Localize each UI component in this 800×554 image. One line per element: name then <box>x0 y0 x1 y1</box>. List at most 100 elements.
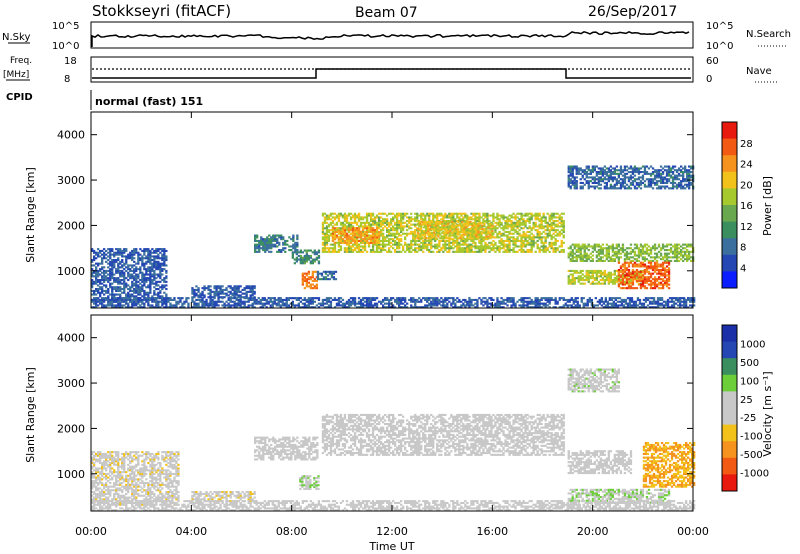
power-cell <box>424 214 427 217</box>
power-cell <box>165 271 168 274</box>
power-cell <box>475 224 478 227</box>
power-cell <box>625 287 629 290</box>
power-cell <box>117 297 120 300</box>
power-cell <box>601 171 604 174</box>
power-cell <box>159 266 162 269</box>
power-cell <box>579 185 582 188</box>
power-cell <box>109 300 112 303</box>
power-cell <box>121 291 124 294</box>
power-cell <box>235 287 238 290</box>
power-cell <box>113 293 116 296</box>
power-cell <box>296 236 299 239</box>
power-cell <box>353 249 357 252</box>
power-cell <box>133 302 136 305</box>
power-cell <box>225 304 228 307</box>
power-cell <box>410 241 413 244</box>
power-cell <box>548 214 551 217</box>
power-cell <box>587 181 590 184</box>
power-cell <box>355 223 359 226</box>
power-cell <box>121 282 124 285</box>
power-cell <box>113 300 116 303</box>
power-cell <box>153 298 156 301</box>
power-cell <box>675 178 679 181</box>
power-cell <box>249 304 252 307</box>
power-cell <box>262 238 265 241</box>
power-cell <box>426 249 429 252</box>
power-cell <box>556 220 559 223</box>
power-cell <box>256 239 259 242</box>
power-cell <box>131 302 134 305</box>
power-cell <box>392 232 395 235</box>
power-cell <box>621 183 625 186</box>
power-cell <box>131 298 134 301</box>
power-cell <box>335 241 339 244</box>
power-cell <box>331 212 335 215</box>
power-cell <box>398 223 401 226</box>
power-cell <box>585 258 588 261</box>
power-cell <box>161 284 164 287</box>
power-cell <box>661 167 665 170</box>
power-cell <box>659 249 663 252</box>
power-cell <box>149 286 152 289</box>
power-cell <box>303 276 306 279</box>
power-cell <box>430 243 433 246</box>
power-cell <box>571 183 574 186</box>
power-cell <box>97 284 100 287</box>
power-cell <box>625 247 629 250</box>
power-cell <box>562 212 565 215</box>
power-cell <box>131 275 134 278</box>
power-cell <box>341 229 345 232</box>
power-cell <box>143 262 146 265</box>
power-cell <box>161 249 164 252</box>
power-cell <box>558 216 561 219</box>
power-cell <box>625 272 629 275</box>
power-cell <box>417 228 420 231</box>
power-cell <box>595 250 598 253</box>
power-cell <box>145 291 148 294</box>
power-cell <box>684 187 687 190</box>
power-cell <box>556 223 559 226</box>
power-cell <box>147 253 150 256</box>
power-cell <box>627 185 631 188</box>
power-cell <box>631 259 635 262</box>
power-cell <box>215 302 218 305</box>
power-cell <box>278 241 281 244</box>
power-cell <box>548 234 551 237</box>
power-cell <box>159 248 162 251</box>
power-cell <box>489 237 492 240</box>
power-cell <box>129 306 132 309</box>
power-cell <box>637 167 641 170</box>
power-cell <box>560 239 563 242</box>
power-cell <box>467 235 470 238</box>
power-cell <box>375 241 379 244</box>
power-cell <box>400 216 403 219</box>
power-cell <box>141 279 144 282</box>
power-cell <box>209 292 212 295</box>
power-cell <box>569 178 572 181</box>
power-cell <box>665 185 669 188</box>
power-cell <box>641 261 645 264</box>
power-cell <box>579 275 582 278</box>
power-cell <box>135 268 138 271</box>
power-cell <box>197 306 200 309</box>
power-cell <box>540 232 543 235</box>
power-cell <box>522 239 525 242</box>
power-cell <box>567 178 570 181</box>
power-cell <box>133 264 136 267</box>
power-cell <box>211 296 214 299</box>
power-cell <box>341 221 345 224</box>
power-cell <box>455 224 458 227</box>
power-echo-region <box>567 243 695 262</box>
power-cell <box>607 279 610 282</box>
power-cell <box>629 187 633 190</box>
power-cell <box>460 239 463 242</box>
power-cell <box>321 229 325 232</box>
power-cell <box>530 243 533 246</box>
power-cell <box>443 237 446 240</box>
power-cell <box>575 256 578 259</box>
power-cell <box>111 277 114 280</box>
power-cell <box>617 283 621 286</box>
power-cell <box>431 224 434 227</box>
power-cell <box>673 250 677 253</box>
power-cell <box>444 216 447 219</box>
